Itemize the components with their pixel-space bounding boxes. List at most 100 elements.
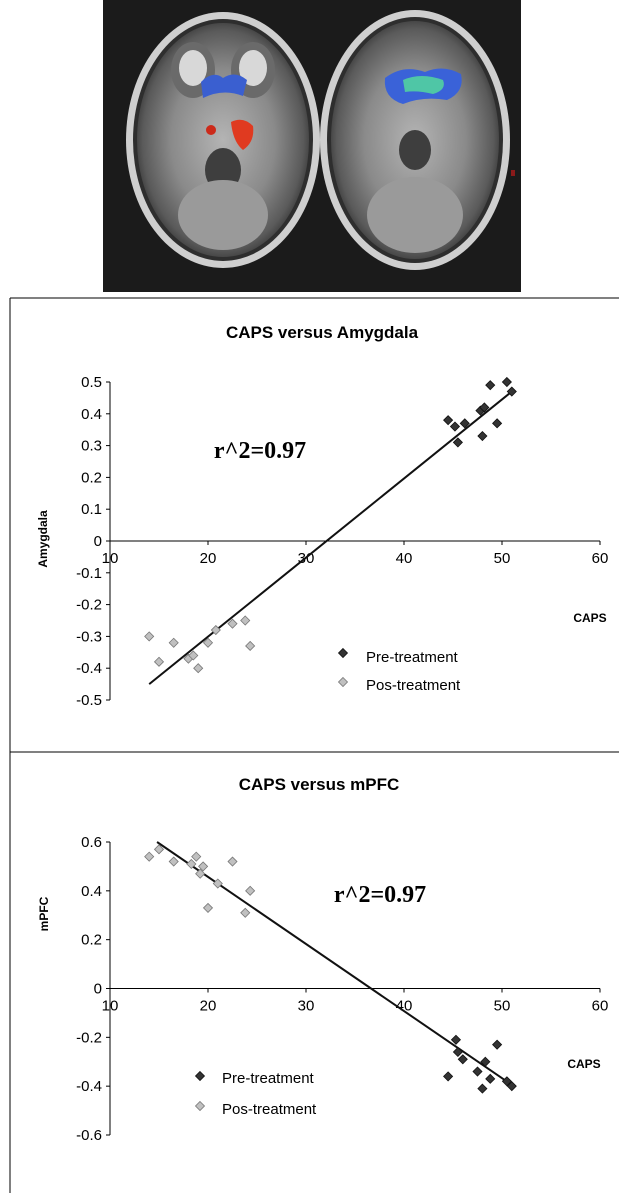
data-point-pos-treatment <box>227 618 238 629</box>
data-point-pos-treatment <box>188 650 199 661</box>
y-tick-label: 0.4 <box>81 883 102 900</box>
y-tick-label: 0.4 <box>81 406 102 423</box>
data-point-pos-treatment <box>245 885 256 896</box>
x-tick-label: 10 <box>102 998 119 1015</box>
legend-label-pos-mpfc: Pos-treatment <box>222 1101 317 1118</box>
data-point-pre-treatment <box>477 1083 488 1094</box>
data-point-pre-treatment <box>477 430 488 442</box>
data-point-pre-treatment <box>449 421 461 432</box>
legend-label-pre-mpfc: Pre-treatment <box>222 1070 315 1087</box>
x-tick-label: 50 <box>494 998 511 1015</box>
data-point-pre-treatment <box>450 1034 462 1045</box>
data-point-pre-treatment <box>480 1056 491 1067</box>
data-point-pos-treatment <box>210 624 221 636</box>
data-point-pos-treatment <box>153 844 165 855</box>
data-point-pre-treatment <box>501 376 512 388</box>
y-axis-label-mpfc: mPFC <box>37 896 51 931</box>
data-point-pre-treatment <box>492 418 503 429</box>
chart-title-amygdala: CAPS versus Amygdala <box>226 323 419 342</box>
data-point-pre-treatment <box>452 437 463 448</box>
x-tick-label: 40 <box>396 998 413 1015</box>
y-tick-label: -0.2 <box>76 597 102 614</box>
data-point-pos-treatment <box>144 631 155 642</box>
data-point-pre-treatment <box>459 418 470 429</box>
y-tick-label: -0.5 <box>76 692 102 709</box>
data-point-pos-treatment <box>168 856 179 867</box>
data-point-pos-treatment <box>198 861 209 872</box>
data-point-pre-treatment <box>501 1076 512 1087</box>
data-point-pos-treatment <box>245 640 256 652</box>
r-squared-label-amygdala: r^2=0.97 <box>214 438 306 464</box>
y-tick-label: 0.3 <box>81 438 102 455</box>
data-point-pos-treatment <box>153 656 165 667</box>
chart-amygdala: CAPS versus Amygdala r^2=0.97 CAPS Amygd… <box>36 323 608 709</box>
x-tick-label: 60 <box>592 550 609 567</box>
y-tick-label: 0.5 <box>81 374 102 391</box>
legend-label-pos-amygdala: Pos-treatment <box>366 677 461 694</box>
charts-frame: CAPS versus Amygdala r^2=0.97 CAPS Amygd… <box>0 292 619 1193</box>
regression-line <box>148 390 513 685</box>
charts-svg: CAPS versus Amygdala r^2=0.97 CAPS Amygd… <box>9 297 619 1193</box>
data-point-pos-treatment <box>191 851 202 862</box>
activation-blue-left <box>201 74 247 98</box>
legend-label-pre-amygdala: Pre-treatment <box>366 649 459 666</box>
y-tick-label: 0 <box>94 981 102 998</box>
data-point-pos-treatment <box>202 637 214 648</box>
y-axis-label-amygdala: Amygdala <box>36 510 50 568</box>
data-point-pre-treatment <box>506 386 517 397</box>
chart-mpfc: CAPS versus mPFC r^2=0.97 CAPS mPFC Pre-… <box>37 775 608 1144</box>
data-point-pos-treatment <box>186 858 197 870</box>
y-tick-label: -0.4 <box>76 660 102 677</box>
chart-title-mpfc: CAPS versus mPFC <box>239 775 400 794</box>
x-axis-label-mpfc: CAPS <box>567 1057 600 1071</box>
data-point-pre-treatment <box>443 1071 454 1082</box>
y-tick-label: -0.3 <box>76 628 102 645</box>
legend-marker-pre-mpfc <box>194 1070 206 1082</box>
y-tick-label: -0.6 <box>76 1127 102 1144</box>
data-point-pos-treatment <box>240 907 251 918</box>
y-tick-label: 0 <box>94 533 102 550</box>
brain-scan-image <box>103 0 521 292</box>
x-tick-label: 10 <box>102 550 119 567</box>
y-tick-label: 0.2 <box>81 932 102 949</box>
data-point-pre-treatment <box>485 380 496 391</box>
data-point-pos-treatment <box>168 637 179 648</box>
brain-slice-right <box>320 10 515 270</box>
x-tick-label: 40 <box>396 550 413 567</box>
legend-marker-pos-amygdala <box>337 676 349 688</box>
data-point-pre-treatment <box>443 415 454 426</box>
legend-marker-pos-mpfc <box>194 1100 206 1112</box>
data-point-pre-treatment <box>492 1039 503 1050</box>
activation-dot <box>511 170 515 176</box>
data-point-pos-treatment <box>202 902 214 913</box>
brain-slice-left <box>126 12 320 268</box>
data-point-pre-treatment <box>479 402 490 413</box>
data-point-pos-treatment <box>193 663 204 674</box>
x-tick-label: 20 <box>200 998 217 1015</box>
brain-scan-graphic <box>126 10 515 270</box>
y-tick-label: -0.2 <box>76 1029 102 1046</box>
y-tick-label: 0.1 <box>81 501 102 518</box>
data-point-pre-treatment <box>485 1073 496 1084</box>
data-point-pos-treatment <box>195 868 206 879</box>
data-point-pos-treatment <box>144 851 155 862</box>
data-point-pre-treatment <box>472 1066 483 1077</box>
r-squared-label-mpfc: r^2=0.97 <box>334 882 426 908</box>
y-tick-label: 0.6 <box>81 834 102 851</box>
data-point-pre-treatment <box>452 1046 463 1058</box>
x-tick-label: 50 <box>494 550 511 567</box>
y-tick-label: -0.4 <box>76 1078 102 1095</box>
data-point-pre-treatment <box>506 1081 517 1092</box>
x-tick-label: 30 <box>298 998 315 1015</box>
activation-green-mpfc <box>403 76 444 94</box>
data-point-pos-treatment <box>227 856 238 867</box>
y-tick-label: -0.1 <box>76 565 102 582</box>
data-point-pre-treatment <box>457 1054 468 1065</box>
data-point-pos-treatment <box>240 615 251 626</box>
data-point-pos-treatment <box>212 878 223 889</box>
activation-red-amygdala <box>231 119 254 150</box>
x-tick-label: 20 <box>200 550 217 567</box>
x-tick-label: 60 <box>592 998 609 1015</box>
activation-red-small <box>206 125 216 135</box>
x-axis-label-amygdala: CAPS <box>573 611 606 625</box>
